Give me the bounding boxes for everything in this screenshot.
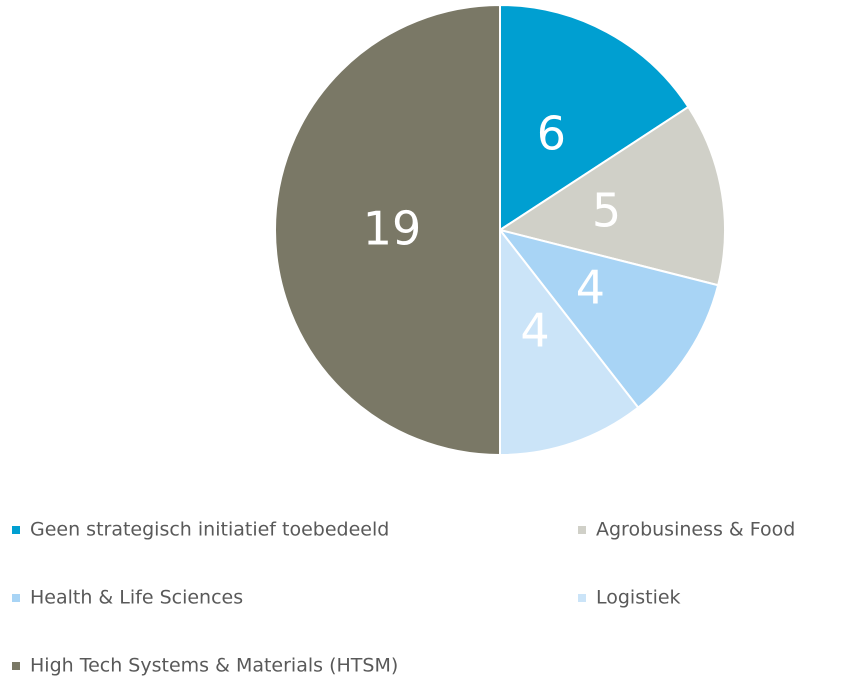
pie-slice xyxy=(497,105,726,287)
data-label: 6 xyxy=(537,107,566,161)
data-label: 19 xyxy=(363,202,422,256)
legend-label: Geen strategisch initiatief toebedeeld xyxy=(30,519,389,541)
legend-label: Agrobusiness & Food xyxy=(596,519,795,541)
legend-swatch xyxy=(12,662,20,670)
pie-slice xyxy=(274,3,501,457)
legend-label: Health & Life Sciences xyxy=(30,587,243,609)
pie-slice xyxy=(499,3,690,232)
pie-slice xyxy=(497,228,720,409)
pie-slice xyxy=(499,227,640,457)
legend-swatch xyxy=(578,594,586,602)
legend-label: Logistiek xyxy=(596,587,681,609)
legend-swatch xyxy=(12,526,20,534)
legend-swatch xyxy=(12,594,20,602)
data-label: 4 xyxy=(520,304,549,358)
legend-label: High Tech Systems & Materials (HTSM) xyxy=(30,655,398,677)
data-label: 4 xyxy=(576,261,605,315)
data-label: 5 xyxy=(592,184,621,238)
legend-swatch xyxy=(578,526,586,534)
